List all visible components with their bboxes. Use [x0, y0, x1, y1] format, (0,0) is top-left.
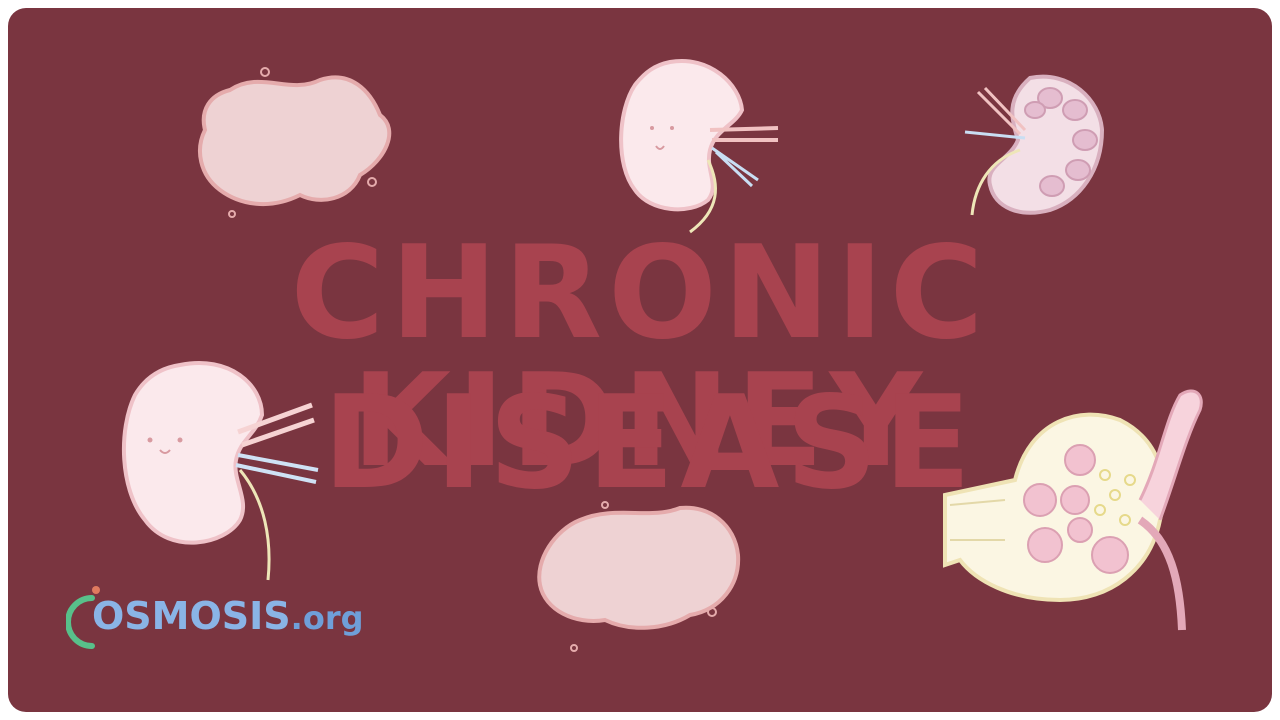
- blob-cell-icon: [537, 501, 741, 652]
- logo-arc-icon: [66, 586, 100, 649]
- blob-cell-icon: [198, 67, 392, 218]
- kidney-cross-section-icon: [964, 74, 1105, 216]
- title-line-1: CHRONIC KIDNEY: [290, 219, 990, 496]
- kidney-icon: [619, 58, 779, 234]
- logo-suffix: .org: [290, 599, 364, 637]
- kidney-smiling-icon: [121, 361, 319, 581]
- nephron-glomerulus-icon: [943, 389, 1203, 631]
- title-line-2: DISEASE: [322, 369, 978, 518]
- logo-wordmark: OSMOSIS.org: [92, 594, 364, 638]
- osmosis-logo[interactable]: OSMOSIS.org: [66, 578, 386, 658]
- logo-name: OSMOSIS: [92, 594, 291, 638]
